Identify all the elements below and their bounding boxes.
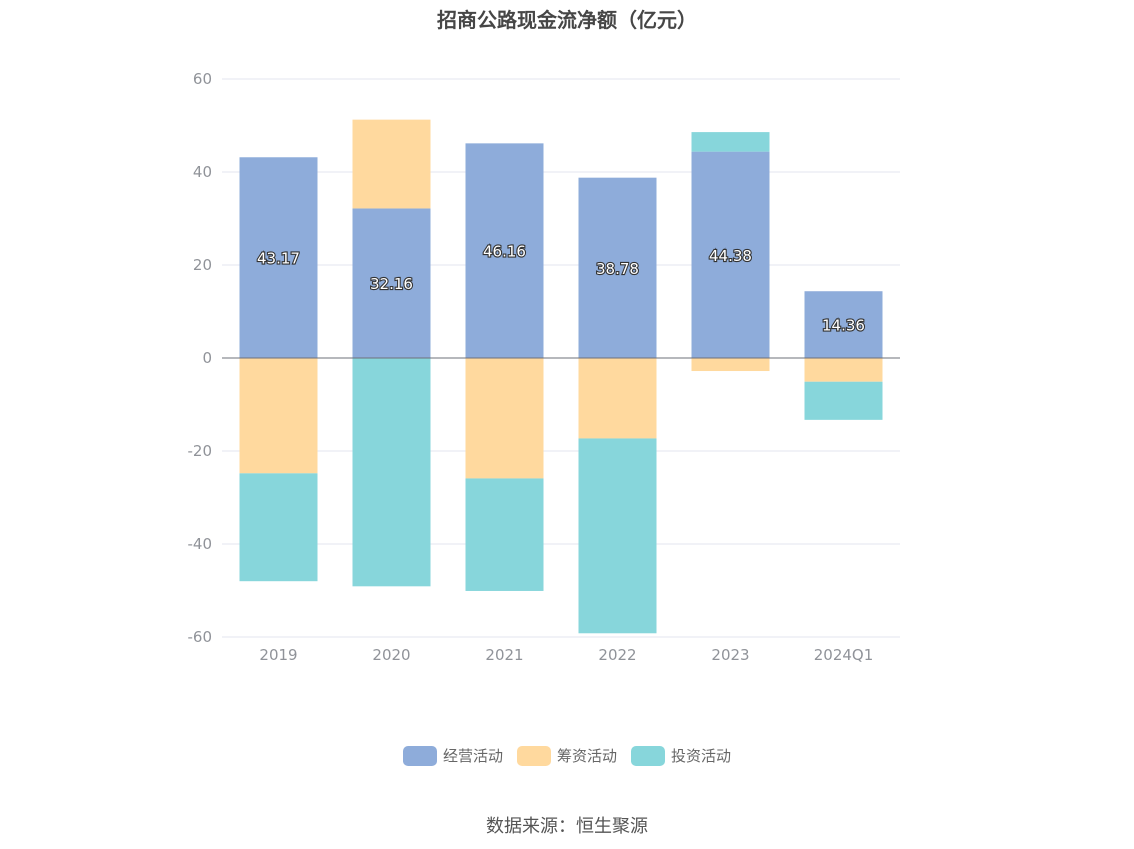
x-tick-label: 2021 bbox=[485, 646, 523, 664]
bar-financing bbox=[239, 358, 318, 474]
bar-investing bbox=[691, 132, 770, 152]
bar-operating bbox=[804, 291, 883, 358]
y-tick-label: -60 bbox=[188, 628, 213, 646]
bar-operating bbox=[352, 208, 431, 358]
legend-swatch-investing bbox=[631, 745, 665, 766]
x-tick-label: 2020 bbox=[372, 646, 410, 664]
y-tick-label: 0 bbox=[202, 349, 212, 367]
y-tick-label: 40 bbox=[193, 163, 212, 181]
legend-swatch-financing bbox=[516, 745, 551, 766]
bar-chart: 60 40 20 0 -20 -40 -60 2019 2020 2021 2022 2023 202… bbox=[188, 70, 900, 664]
bar-financing bbox=[465, 358, 544, 479]
legend-item-operating[interactable]: 经营活动 bbox=[402, 745, 503, 766]
x-tick-label: 2024Q1 bbox=[814, 646, 874, 664]
bar-investing bbox=[804, 381, 883, 420]
legend-item-investing[interactable]: 投资活动 bbox=[631, 745, 731, 766]
y-tick-label: -40 bbox=[188, 535, 213, 553]
grid bbox=[222, 78, 900, 638]
legend: 经营活动 筹资活动 投资活动 bbox=[0, 745, 1134, 766]
y-tick-label: 20 bbox=[193, 256, 212, 274]
bar-operating bbox=[691, 151, 770, 358]
bar-value-label: 44.38 bbox=[709, 247, 752, 265]
x-tick-label: 2019 bbox=[259, 646, 297, 664]
bar-value-label: 38.78 bbox=[596, 260, 639, 278]
bar-investing bbox=[578, 438, 657, 634]
bar-financing bbox=[578, 358, 657, 439]
x-tick-label: 2023 bbox=[711, 646, 749, 664]
bar-operating bbox=[239, 157, 318, 358]
bar-investing bbox=[239, 473, 318, 582]
y-axis-labels: 60 40 20 0 -20 -40 -60 bbox=[188, 70, 213, 646]
bar-operating bbox=[465, 143, 544, 358]
bar-value-label: 46.16 bbox=[483, 243, 526, 261]
x-tick-label: 2022 bbox=[598, 646, 636, 664]
bar-financing bbox=[804, 358, 883, 382]
bar-investing bbox=[465, 478, 544, 591]
legend-item-financing[interactable]: 筹资活动 bbox=[516, 745, 617, 766]
bar-investing bbox=[352, 358, 431, 587]
bar-value-labels: 43.17 32.16 46.16 38.78 44.38 14.36 bbox=[256, 242, 866, 336]
y-tick-label: 60 bbox=[193, 70, 212, 88]
legend-label-financing: 筹资活动 bbox=[556, 747, 617, 765]
bar-operating bbox=[578, 177, 657, 358]
bars bbox=[239, 119, 883, 634]
y-tick-label: -20 bbox=[188, 442, 213, 460]
bar-financing bbox=[691, 358, 770, 372]
bar-value-label: 32.16 bbox=[370, 275, 413, 293]
x-axis-labels: 2019 2020 2021 2022 2023 2024Q1 bbox=[259, 646, 873, 664]
legend-label-operating: 经营活动 bbox=[442, 747, 503, 765]
legend-swatch-operating bbox=[402, 745, 437, 766]
legend-label-investing: 投资活动 bbox=[671, 747, 732, 765]
chart-title: 招商公路现金流净额（亿元） bbox=[437, 8, 697, 32]
bar-value-label: 43.17 bbox=[257, 250, 300, 268]
bar-value-label: 14.36 bbox=[822, 317, 865, 335]
data-source: 数据来源：恒生聚源 bbox=[486, 816, 648, 837]
bar-financing bbox=[352, 119, 431, 209]
